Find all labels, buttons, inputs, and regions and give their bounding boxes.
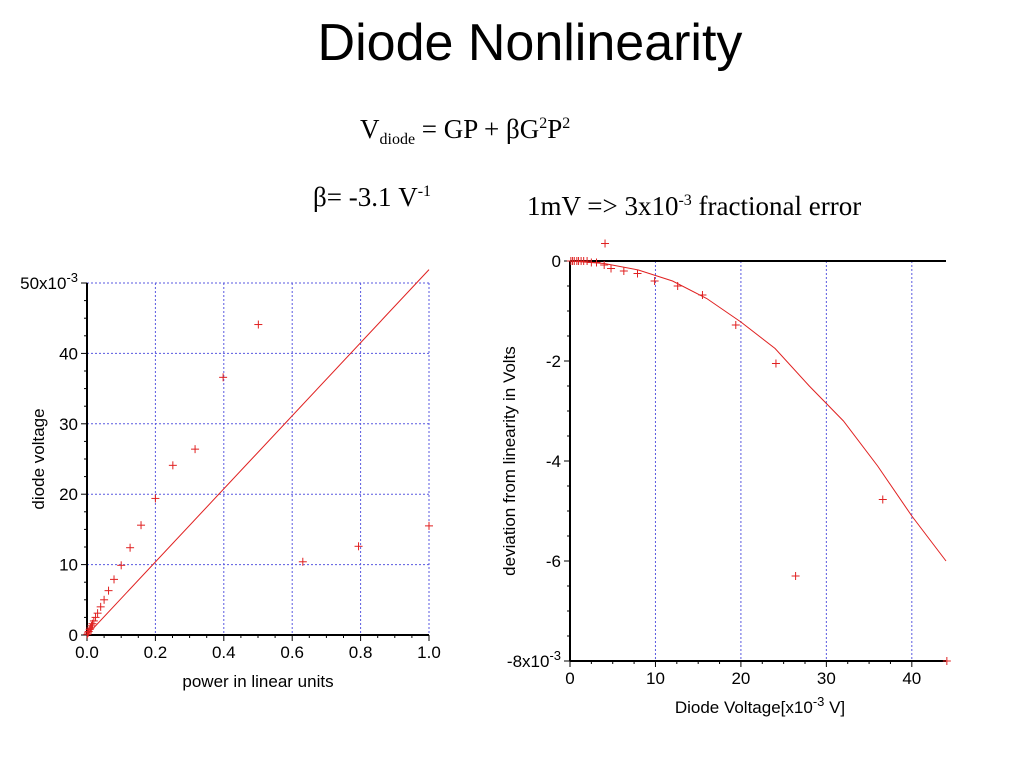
beta-text: β= -3.1 V <box>313 182 418 212</box>
data-point <box>354 542 363 551</box>
data-point <box>100 595 109 604</box>
formula-middle: = GP + βG <box>415 114 540 144</box>
data-point <box>583 257 592 265</box>
data-point <box>619 267 628 275</box>
data-point <box>219 373 228 382</box>
x-tick-label: 0.4 <box>212 643 236 662</box>
data-point <box>607 264 616 273</box>
y-tick-label: 50x10-3 <box>20 270 78 293</box>
y-tick-label: 10 <box>59 556 78 575</box>
x-tick-label: 40 <box>902 669 921 688</box>
data-point <box>84 628 93 637</box>
x-tick-label: 0.0 <box>75 643 99 662</box>
error-exp: -3 <box>678 192 692 209</box>
y-tick-label: -2 <box>546 352 561 371</box>
y-tick-label: -4 <box>546 452 561 471</box>
data-point <box>878 495 887 504</box>
data-point <box>191 445 200 454</box>
data-point <box>96 602 105 611</box>
error-text-2: fractional error <box>691 191 862 221</box>
data-point <box>151 494 160 503</box>
x-tick-label: 0 <box>565 669 574 688</box>
data-point <box>87 621 96 630</box>
y-tick-label: 20 <box>59 485 78 504</box>
formula-p: P <box>547 114 563 144</box>
data-point <box>126 543 135 552</box>
y-tick-label: -8x10-3 <box>507 648 561 671</box>
formula-exp-2: 2 <box>562 115 571 132</box>
data-point <box>91 613 100 622</box>
data-point <box>791 572 800 580</box>
y-axis-label: diode voltage <box>29 408 48 509</box>
data-point <box>942 657 951 665</box>
x-tick-label: 0.8 <box>349 643 373 662</box>
x-axis-label: Diode Voltage[x10-3 V] <box>675 694 845 717</box>
formula-subscript: diode <box>379 131 416 148</box>
fit-line <box>569 260 947 562</box>
data-point <box>93 609 102 618</box>
data-point <box>254 320 263 329</box>
data-point <box>89 616 98 625</box>
data-point <box>425 521 433 530</box>
data-point <box>117 561 126 570</box>
data-point <box>104 586 113 595</box>
x-tick-label: 30 <box>817 669 836 688</box>
data-point <box>731 321 740 329</box>
formula-exp-1: 2 <box>539 115 548 132</box>
data-point <box>600 261 609 269</box>
data-point <box>168 461 177 470</box>
data-point <box>298 557 307 566</box>
data-point <box>633 269 642 278</box>
y-tick-label: -6 <box>546 552 561 571</box>
x-tick-label: 1.0 <box>417 643 441 662</box>
y-tick-label: 40 <box>59 344 78 363</box>
error-text-1: 1mV => 3x10 <box>527 191 679 221</box>
data-point <box>110 575 119 584</box>
beta-exp: -1 <box>417 183 432 200</box>
y-tick-label: 30 <box>59 415 78 434</box>
y-tick-label: 0 <box>69 626 78 645</box>
data-point <box>84 627 93 636</box>
slide-title: Diode Nonlinearity <box>317 14 743 72</box>
error-note: 1mV => 3x10-3 fractional error <box>527 191 861 222</box>
x-tick-label: 0.2 <box>144 643 168 662</box>
data-point <box>771 359 780 368</box>
x-tick-label: 10 <box>646 669 665 688</box>
x-axis-label: power in linear units <box>182 672 333 691</box>
x-tick-label: 0.6 <box>280 643 304 662</box>
formula: Vdiode = GP + βG2P2 <box>360 114 570 149</box>
data-point <box>137 521 146 530</box>
formula-v: V <box>360 114 380 144</box>
data-point <box>601 239 610 248</box>
beta-value: β= -3.1 V-1 <box>313 182 431 213</box>
x-tick-label: 20 <box>731 669 750 688</box>
y-axis-label: deviation from linearity in Volts <box>500 346 519 576</box>
y-tick-label: 0 <box>552 252 561 271</box>
data-point <box>650 277 659 285</box>
fit-line <box>86 269 430 636</box>
